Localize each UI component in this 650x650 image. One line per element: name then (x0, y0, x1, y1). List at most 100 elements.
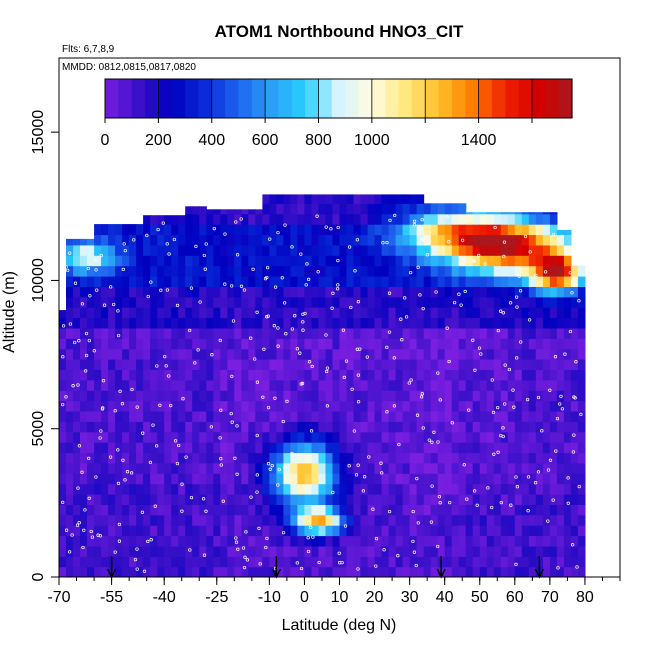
heatmap-cell (262, 431, 270, 443)
sample-point (477, 253, 481, 258)
heatmap-cell (423, 431, 432, 443)
heatmap-cell (143, 369, 151, 381)
heatmap-cell (423, 410, 432, 422)
heatmap-cell (136, 556, 144, 568)
heatmap-cell (241, 566, 249, 577)
heatmap-cell (157, 483, 165, 495)
heatmap-cell (346, 504, 355, 516)
heatmap-cell (542, 317, 551, 329)
heatmap-cell (87, 462, 95, 474)
heatmap-cell (416, 545, 425, 557)
heatmap-cell (360, 224, 369, 236)
heatmap-cell (444, 338, 453, 350)
heatmap-cell (521, 462, 530, 474)
heatmap-cell (570, 286, 579, 298)
heatmap-cell (458, 338, 467, 350)
heatmap-cell (94, 473, 102, 485)
heatmap-cell (248, 379, 256, 391)
heatmap-cell (493, 213, 502, 225)
heatmap-cell (444, 379, 453, 391)
heatmap-cell (143, 400, 151, 412)
heatmap-cell (94, 452, 102, 464)
heatmap-cell (283, 307, 291, 319)
heatmap-cell (521, 504, 530, 516)
heatmap-cell (500, 400, 509, 412)
heatmap-cell (122, 410, 130, 422)
heatmap-cell (514, 327, 523, 339)
heatmap-cell (409, 504, 418, 516)
heatmap-cell (353, 379, 362, 391)
heatmap-cell (339, 317, 348, 329)
heatmap-cell (94, 556, 102, 568)
heatmap-cell (318, 327, 327, 339)
x-tick-label: 10 (331, 589, 349, 606)
heatmap-cell (430, 431, 439, 443)
heatmap-cell (192, 556, 200, 568)
heatmap-cell (465, 244, 474, 256)
heatmap-cell (136, 442, 144, 454)
heatmap-cell (290, 234, 298, 246)
heatmap-cell (395, 525, 404, 537)
sample-point (350, 387, 354, 391)
heatmap-cell (199, 483, 207, 495)
heatmap-cell (395, 265, 404, 277)
heatmap-cell (283, 203, 291, 215)
heatmap-cell (577, 317, 586, 329)
heatmap-cell (332, 213, 341, 225)
heatmap-cell (472, 421, 481, 433)
heatmap-cell (451, 400, 460, 412)
sample-point (263, 277, 268, 281)
heatmap-cell (521, 442, 530, 454)
sample-point (181, 397, 185, 401)
heatmap-cell (556, 338, 565, 350)
heatmap-cell (122, 359, 130, 370)
heatmap-cell (122, 327, 130, 339)
heatmap-cell (556, 327, 565, 339)
heatmap-cell (192, 338, 200, 350)
heatmap-cell (206, 410, 214, 422)
heatmap-cell (416, 421, 425, 433)
heatmap-cell (521, 296, 530, 308)
heatmap-cell (290, 525, 298, 537)
heatmap-cell (276, 400, 284, 412)
heatmap-cell (311, 514, 320, 526)
heatmap-cell (325, 431, 334, 443)
heatmap-cell (395, 255, 404, 267)
heatmap-cell (234, 327, 242, 339)
sample-point (165, 242, 169, 246)
heatmap-cell (374, 431, 383, 443)
heatmap-cell (325, 566, 334, 577)
heatmap-cell (213, 431, 221, 443)
heatmap-cell (87, 545, 95, 557)
heatmap-cell (311, 390, 320, 402)
heatmap-cell (241, 556, 249, 568)
sample-point (342, 375, 346, 380)
heatmap-cell (276, 203, 284, 215)
heatmap-cell (150, 317, 158, 329)
heatmap-cell (248, 556, 256, 568)
heatmap-cell (73, 317, 81, 329)
heatmap-cell (192, 525, 200, 537)
heatmap-cell (458, 390, 467, 402)
heatmap-cell (514, 556, 523, 568)
heatmap-cell (437, 400, 446, 412)
heatmap-cell (444, 359, 453, 370)
heatmap-cell (332, 390, 341, 402)
heatmap-cell (73, 338, 81, 350)
sample-point (173, 439, 178, 443)
heatmap-cell (185, 390, 193, 402)
heatmap-cell (178, 400, 186, 412)
heatmap-cell (185, 255, 193, 267)
heatmap-cell (255, 255, 263, 267)
heatmap-cell (143, 421, 151, 433)
heatmap-cell (87, 410, 95, 422)
heatmap-cell (227, 545, 235, 557)
heatmap-cell (367, 556, 376, 568)
heatmap-cell (59, 317, 67, 329)
sample-point (548, 388, 552, 392)
heatmap-cell (479, 379, 488, 391)
heatmap-cell (248, 348, 256, 360)
heatmap-cell (276, 504, 284, 516)
heatmap-cell (220, 327, 228, 339)
heatmap-cell (479, 369, 488, 381)
